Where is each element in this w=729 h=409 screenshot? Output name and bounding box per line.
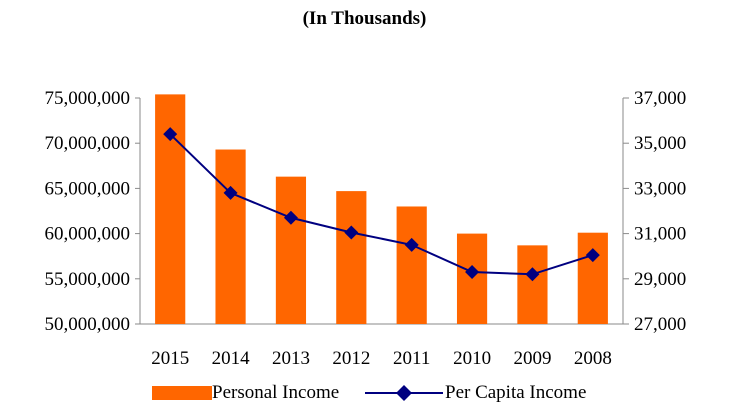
bar-personal-income-2011	[396, 206, 427, 324]
line-per-capita-income	[169, 133, 594, 276]
chart-title: (In Thousands)	[302, 8, 427, 29]
point-per-capita-income-2011	[404, 237, 419, 252]
point-per-capita-income-2008	[585, 248, 600, 263]
point-per-capita-income-2015	[163, 127, 178, 142]
bar-personal-income-2012	[336, 191, 367, 324]
left-axis-tick-label: 55,000,000	[45, 269, 131, 290]
x-axis-tick-label: 2011	[393, 348, 430, 369]
bar-personal-income-2014	[215, 149, 246, 324]
point-per-capita-income-2014	[223, 185, 238, 200]
right-axis-tick-label: 29,000	[634, 269, 686, 290]
x-axis-tick-label: 2008	[574, 348, 612, 369]
bar-personal-income-2009	[517, 245, 548, 324]
point-per-capita-income-2009	[525, 267, 540, 282]
legend-label-personal-income: Personal Income	[212, 382, 340, 403]
left-axis-tick-label: 65,000,000	[45, 178, 131, 199]
right-axis-tick-label: 31,000	[634, 224, 686, 245]
legend-item-per-capita-income: Per Capita Income	[365, 381, 586, 405]
point-per-capita-income-2010	[465, 265, 480, 280]
left-axis-tick-label: 60,000,000	[45, 224, 131, 245]
point-per-capita-income-2013	[283, 210, 298, 225]
bar-personal-income-2008	[577, 232, 608, 324]
x-axis-tick-label: 2012	[332, 348, 370, 369]
legend-item-personal-income: Personal Income	[152, 381, 339, 405]
left-axis-tick-label: 50,000,000	[45, 314, 131, 335]
right-axis-tick-label: 35,000	[634, 133, 686, 154]
legend-swatch-bar	[152, 386, 212, 400]
x-axis-tick-label: 2013	[272, 348, 310, 369]
x-axis-tick-label: 2010	[453, 348, 491, 369]
right-axis-tick-label: 27,000	[634, 314, 686, 335]
x-axis-tick-label: 2015	[151, 348, 189, 369]
bar-personal-income-2013	[275, 176, 307, 324]
left-axis-tick-label: 70,000,000	[45, 133, 131, 154]
x-axis-tick-label: 2014	[212, 348, 251, 369]
right-axis-tick-label: 37,000	[634, 88, 686, 109]
right-axis-tick-label: 33,000	[634, 178, 686, 199]
legend-label-per-capita-income: Per Capita Income	[445, 382, 587, 403]
x-axis-tick-label: 2009	[513, 348, 551, 369]
left-axis-tick-label: 75,000,000	[45, 88, 131, 109]
legend: Personal Income Per Capita Income	[0, 381, 729, 407]
legend-swatch-line	[365, 385, 443, 401]
point-per-capita-income-2012	[344, 225, 359, 240]
